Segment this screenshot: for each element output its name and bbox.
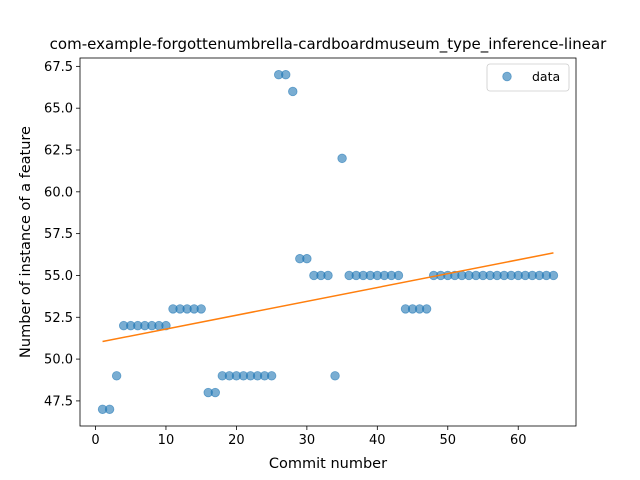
y-tick-label: 67.5	[44, 60, 73, 75]
data-point	[421, 304, 432, 314]
y-tick-label: 47.5	[44, 394, 73, 409]
data-point	[548, 270, 559, 281]
y-axis-title: Number of instance of a feature	[18, 126, 34, 358]
x-axis-title: Commit number	[269, 456, 387, 472]
y-tick-label: 55.0	[44, 269, 73, 284]
x-tick-label: 10	[158, 433, 175, 448]
data-point	[393, 270, 404, 281]
plot-area: 0 10 20 30 40 50 60 47.5 50.0 52.5 55.0 57.5 60.0 62.…	[44, 57, 577, 448]
x-tick-label: 50	[439, 433, 456, 448]
data-point	[288, 86, 298, 97]
y-tick-label: 57.5	[44, 227, 73, 242]
y-tick-label: 52.5	[44, 311, 73, 326]
legend-label: data	[532, 69, 560, 84]
data-point	[330, 371, 340, 381]
chart-title: com-example-forgottenumbrella-cardboardm…	[50, 35, 608, 54]
y-tick-label: 62.5	[44, 144, 73, 159]
data-point	[111, 371, 122, 381]
data-point	[104, 404, 115, 414]
x-tick-label: 60	[510, 433, 527, 448]
x-tick-label: 30	[299, 433, 316, 448]
data-point	[196, 304, 206, 314]
y-tick-label: 50.0	[44, 353, 73, 368]
data-point	[281, 70, 291, 80]
data-point	[323, 270, 333, 281]
data-point	[266, 371, 277, 381]
x-tick-label: 20	[228, 433, 245, 448]
y-tick-label: 65.0	[44, 102, 73, 117]
trend-line	[102, 252, 554, 343]
legend-marker	[502, 71, 512, 82]
data-point	[161, 320, 171, 331]
axes-frame	[79, 57, 577, 427]
x-tick-label: 0	[91, 433, 99, 448]
data-point	[302, 254, 312, 264]
data-point	[210, 387, 220, 398]
legend-box	[486, 63, 570, 92]
y-tick-label: 60.0	[44, 185, 73, 200]
data-point	[337, 153, 347, 164]
x-tick-label: 40	[369, 433, 386, 448]
